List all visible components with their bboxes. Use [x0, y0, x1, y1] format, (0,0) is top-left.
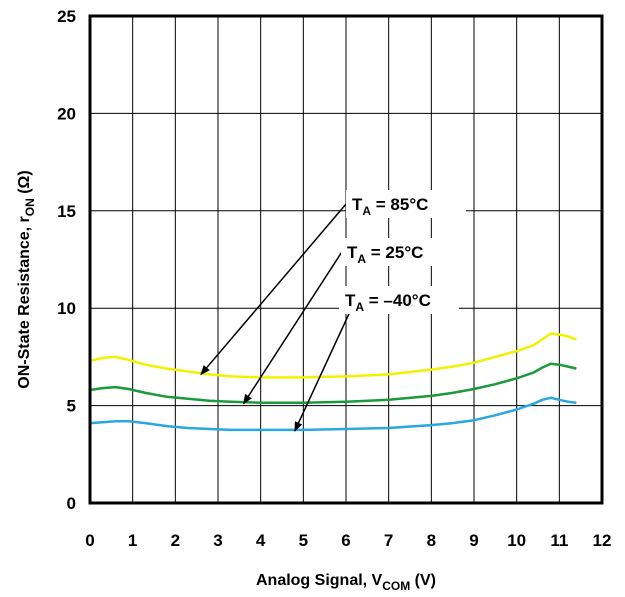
y-axis-title-main: ON-State Resistance, r — [16, 216, 33, 389]
x-tick-label-0: 0 — [85, 531, 94, 550]
x-tick-label-8: 8 — [427, 531, 436, 550]
y-tick-label-1: 5 — [67, 397, 76, 416]
y-tick-label-2: 10 — [57, 299, 76, 318]
y-axis-title-sub: ON — [23, 198, 37, 216]
annotation-label-1: TA = 25°C — [347, 243, 423, 266]
x-tick-label-1: 1 — [128, 531, 137, 550]
x-tick-label-9: 9 — [469, 531, 478, 550]
annotation-label-2: TA = –40°C — [345, 291, 431, 314]
series-line-1 — [89, 362, 577, 404]
x-tick-label-2: 2 — [171, 531, 180, 550]
x-tick-label-5: 5 — [299, 531, 308, 550]
annotation-arrow-1 — [242, 243, 348, 405]
x-tick-label-7: 7 — [384, 531, 393, 550]
x-tick-label-12: 12 — [593, 531, 612, 550]
annotation-bg-1 — [341, 238, 461, 266]
series-lines — [89, 332, 577, 432]
x-axis-title: Analog Signal, VCOM (V) — [256, 572, 436, 593]
annotations: TA = 85°C TA = 25°C TA = –40°C — [200, 190, 466, 432]
x-axis-title-main: Analog Signal, V — [256, 572, 383, 589]
annotation-label-0: TA = 85°C — [352, 195, 428, 218]
annotation-bg-2 — [339, 286, 459, 314]
x-axis-title-sub: COM — [382, 579, 410, 593]
y-axis-title: ON-State Resistance, rON (Ω) — [16, 170, 37, 388]
x-tick-label-3: 3 — [213, 531, 222, 550]
series-line-2 — [89, 396, 577, 432]
annotation-bg-0 — [346, 190, 466, 218]
y-tick-label-0: 0 — [67, 494, 76, 513]
y-tick-label-5: 25 — [57, 7, 76, 26]
plot-frame — [88, 14, 604, 505]
x-tick-label-11: 11 — [550, 531, 568, 550]
x-tick-label-4: 4 — [256, 531, 266, 550]
series-line-0 — [89, 332, 577, 379]
x-axis-title-unit: (V) — [410, 572, 436, 589]
annotation-arrow-0 — [200, 196, 353, 376]
y-tick-label-3: 15 — [57, 202, 76, 221]
y-tick-label-4: 20 — [57, 104, 76, 123]
y-axis-title-unit: (Ω) — [16, 170, 33, 198]
x-tick-label-6: 6 — [341, 531, 350, 550]
x-tick-label-10: 10 — [507, 531, 526, 550]
